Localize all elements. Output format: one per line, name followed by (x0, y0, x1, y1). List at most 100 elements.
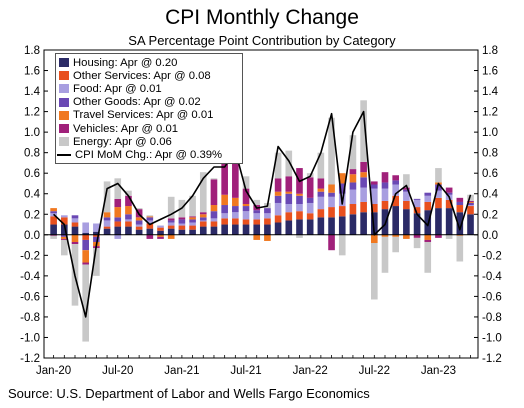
bar-segment (370, 204, 378, 213)
bar-segment (167, 196, 175, 219)
bar-segment (413, 237, 421, 249)
bar-segment (360, 100, 367, 162)
bar-segment (125, 190, 132, 196)
legend-label: Energy: Apr @ 0.06 (73, 135, 172, 148)
bar-segment (413, 213, 421, 235)
bar-segment (370, 212, 378, 235)
bar-segment (199, 226, 207, 235)
bar-segment (189, 229, 196, 235)
y-tick-label-left: 1.2 (24, 107, 40, 119)
bar-segment (424, 241, 432, 273)
bar-segment (82, 264, 90, 342)
bar-segment (189, 225, 196, 230)
bar-segment (317, 196, 325, 210)
bar-segment (349, 169, 357, 175)
bar-segment (274, 178, 282, 192)
legend-swatch (59, 97, 69, 107)
legend-label: Other Goods: Apr @ 0.02 (73, 96, 201, 109)
y-tick-label-right: -0.6 (482, 291, 502, 303)
y-tick-label-right: 1.8 (482, 45, 498, 57)
bar-segment (285, 212, 293, 221)
bar-segment (60, 224, 68, 235)
bar-segment (178, 229, 186, 235)
bar-segment (403, 191, 410, 201)
y-tick-label-left: -0.2 (20, 250, 40, 262)
bar-segment (82, 239, 90, 251)
bar-segment (157, 236, 164, 239)
y-tick-label-right: 1.6 (482, 66, 498, 78)
bar-segment (338, 216, 346, 235)
bar-segment (338, 173, 346, 184)
bar-segment (445, 234, 453, 239)
bar-segment (424, 195, 432, 202)
bar-segment (392, 184, 400, 196)
bar-segment (338, 183, 346, 194)
bar-segment (199, 214, 207, 218)
bar-segment (338, 234, 346, 256)
bar-segment (274, 215, 282, 223)
bar-segment (435, 190, 442, 198)
bar-segment (435, 168, 442, 183)
bar-segment (381, 200, 389, 210)
y-tick-label-left: 1.0 (24, 127, 40, 139)
bar-segment (157, 225, 164, 228)
bar-segment (125, 195, 132, 207)
bar-segment (210, 218, 218, 222)
bar-segment (242, 206, 250, 212)
y-tick-label-left: 0.2 (24, 209, 40, 221)
bar-segment (221, 163, 228, 195)
y-tick-label-left: -1.0 (20, 332, 40, 344)
legend-swatch (59, 124, 69, 134)
bar-segment (71, 218, 79, 223)
bar-segment (103, 181, 111, 213)
bar-segment (93, 223, 100, 232)
bar-segment (445, 199, 453, 209)
legend-item: Energy: Apr @ 0.06 (56, 135, 242, 148)
bar-segment (253, 213, 261, 220)
y-tick-label-left: 0.0 (24, 230, 40, 242)
bar-segment (317, 217, 325, 235)
bar-segment (50, 216, 57, 225)
bar-segment (328, 184, 335, 193)
bar-segment (456, 197, 464, 202)
bar-segment (232, 206, 239, 213)
bar-segment (424, 210, 432, 235)
bar-segment (146, 223, 154, 229)
bar-segment (50, 208, 57, 212)
bar-segment (103, 220, 111, 227)
bar-segment (167, 222, 175, 226)
bar-segment (114, 178, 122, 199)
bar-segment (285, 204, 293, 213)
bar-segment (125, 221, 132, 227)
bar-segment (413, 207, 421, 214)
legend-item: Other Goods: Apr @ 0.02 (56, 96, 242, 109)
legend-label: Vehicles: Apr @ 0.01 (73, 122, 179, 135)
legend-label: Travel Services: Apr @ 0.01 (73, 109, 214, 122)
bar-segment (306, 177, 314, 198)
bar-segment (317, 178, 325, 189)
bar-segment (157, 234, 164, 237)
bar-segment (370, 184, 378, 189)
bar-segment (360, 177, 367, 188)
bar-segment (135, 208, 143, 210)
bar-segment (178, 225, 186, 230)
bar-segment (381, 172, 389, 183)
bar-segment (296, 211, 303, 220)
bar-segment (264, 213, 271, 219)
bar-segment (60, 217, 68, 225)
y-tick-label-left: -0.8 (20, 312, 40, 324)
bar-segment (221, 213, 228, 219)
bar-segment (71, 234, 79, 242)
y-tick-label-right: -0.8 (482, 312, 502, 324)
y-tick-label-left: -1.2 (20, 353, 40, 365)
bar-segment (296, 193, 303, 196)
bar-segment (146, 216, 154, 218)
bar-segment (370, 243, 378, 300)
bar-segment (403, 174, 410, 188)
legend-item: Vehicles: Apr @ 0.01 (56, 122, 242, 135)
bar-segment (424, 239, 432, 242)
bar-segment (242, 219, 250, 225)
bar-segment (210, 211, 218, 219)
bar-segment (328, 192, 335, 197)
